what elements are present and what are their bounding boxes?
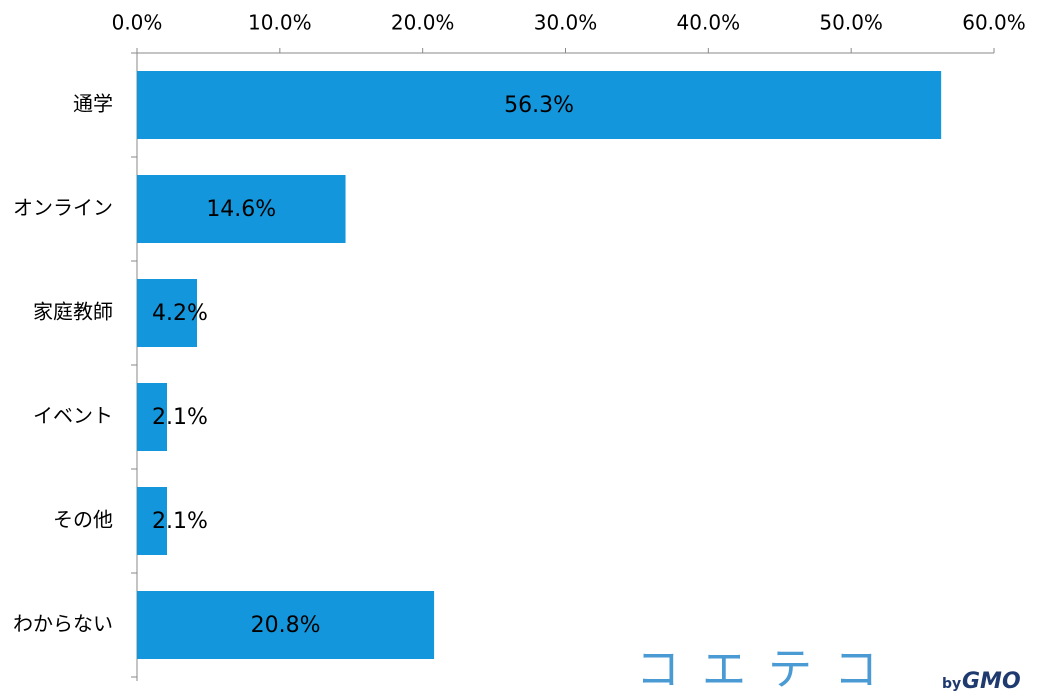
data-label: 2.1% bbox=[152, 509, 208, 534]
x-tick-label: 10.0% bbox=[248, 11, 312, 35]
y-tick-label: 家庭教師 bbox=[33, 300, 113, 324]
logo-brand: GMO bbox=[962, 669, 1021, 694]
x-tick-label: 30.0% bbox=[534, 11, 598, 35]
y-tick-label: わからない bbox=[13, 612, 113, 636]
x-tick-label: 40.0% bbox=[677, 11, 741, 35]
y-tick-label: オンライン bbox=[13, 196, 113, 220]
logo-name: コエテコ bbox=[636, 644, 900, 695]
y-tick-label: 通学 bbox=[73, 92, 113, 116]
bar bbox=[137, 383, 167, 451]
data-label: 20.8% bbox=[251, 613, 321, 638]
y-tick-label: その他 bbox=[53, 508, 113, 532]
data-label: 2.1% bbox=[152, 405, 208, 430]
bar bbox=[137, 71, 942, 139]
data-label: 56.3% bbox=[504, 93, 574, 118]
bar bbox=[137, 487, 167, 555]
bar bbox=[137, 591, 435, 659]
x-tick-label: 50.0% bbox=[819, 11, 883, 35]
y-tick-label: イベント bbox=[33, 404, 113, 428]
data-label: 14.6% bbox=[206, 197, 276, 222]
logo-by: by bbox=[942, 676, 961, 692]
data-label: 4.2% bbox=[152, 301, 208, 326]
bar bbox=[137, 175, 346, 243]
x-tick-label: 20.0% bbox=[391, 11, 455, 35]
x-tick-label: 60.0% bbox=[962, 11, 1026, 35]
x-tick-label: 0.0% bbox=[112, 11, 163, 35]
bar bbox=[137, 279, 197, 347]
